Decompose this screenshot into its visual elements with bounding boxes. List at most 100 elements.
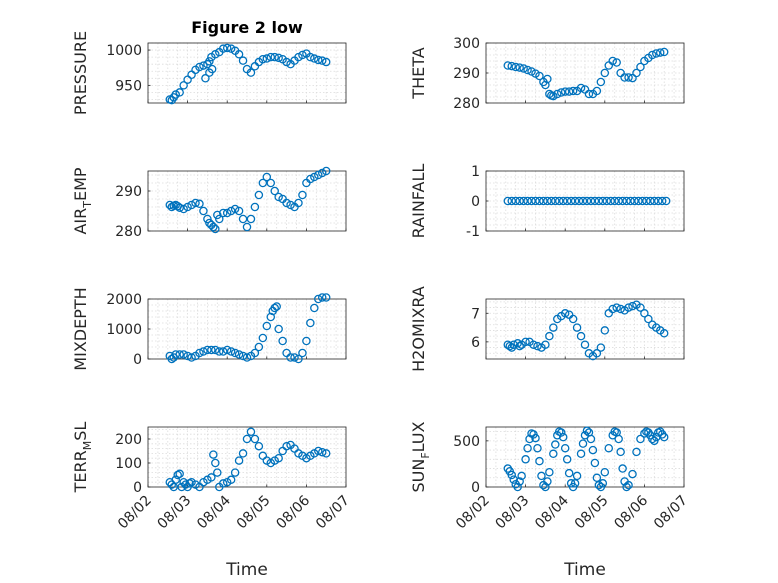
data-point (642, 196, 651, 206)
data-point (183, 351, 192, 361)
data-point (191, 198, 200, 208)
subplot-air_temp: 280 290 AIRTEMP (71, 166, 347, 240)
data-point (302, 336, 311, 346)
data-point (659, 432, 669, 442)
data-point (654, 196, 663, 206)
data-point (533, 341, 542, 351)
data-point (556, 428, 566, 437)
data-point (555, 196, 564, 206)
data-point (205, 57, 214, 66)
data-point (266, 312, 276, 322)
data-point (537, 471, 546, 481)
data-point (234, 350, 244, 359)
data-point (262, 321, 272, 331)
data-point (317, 447, 327, 457)
data-point (659, 47, 669, 57)
data-point (179, 81, 188, 90)
data-point (238, 214, 248, 224)
data-point (594, 480, 604, 490)
data-point (185, 479, 194, 488)
data-point (661, 196, 671, 206)
y-tick-label: 0 (471, 194, 480, 210)
data-point (234, 50, 244, 59)
data-point (211, 458, 220, 468)
data-point (578, 196, 588, 206)
data-point (610, 196, 619, 206)
data-point (294, 354, 303, 364)
data-point (199, 347, 208, 356)
data-point (590, 458, 600, 468)
data-point (648, 50, 657, 60)
data-point (314, 446, 323, 456)
data-point (608, 304, 617, 314)
data-point (507, 196, 516, 206)
y-tick-label: 0 (133, 480, 142, 496)
data-point (246, 427, 256, 437)
data-point (234, 206, 244, 216)
data-point (218, 208, 228, 218)
data-point (258, 333, 268, 343)
data-point (203, 214, 212, 224)
data-point (614, 434, 623, 444)
data-point (254, 441, 264, 451)
data-point (655, 48, 665, 57)
data-point (258, 54, 268, 64)
x-tick-label: 08/02 (453, 493, 493, 533)
data-point (187, 353, 196, 362)
data-point (551, 196, 560, 206)
x-tick-label: 08/06 (611, 492, 651, 532)
data-point (640, 309, 649, 318)
data-point (614, 196, 623, 206)
data-point (511, 196, 520, 206)
axes-box (147, 42, 347, 104)
data-point (250, 434, 260, 444)
data-point (246, 214, 256, 224)
data-point (602, 196, 612, 206)
data-point (511, 62, 520, 72)
data-point (242, 434, 252, 444)
data-point (521, 455, 530, 464)
data-point (250, 348, 260, 358)
data-point (270, 186, 279, 196)
y-label-part: LUX (409, 421, 428, 452)
data-point (314, 55, 323, 65)
data-point (600, 467, 610, 477)
data-point (507, 61, 516, 71)
y-axis-label: TERRMSL (71, 422, 94, 494)
data-point (578, 439, 588, 448)
data-point (274, 453, 283, 463)
data-point (652, 49, 661, 58)
data-point (274, 53, 283, 63)
data-point (551, 440, 560, 449)
data-point (238, 449, 248, 458)
y-label-subscript: T (81, 201, 94, 209)
data-point (622, 482, 631, 492)
x-tick-label: 08/04 (194, 492, 234, 532)
data-point (657, 196, 667, 206)
axes-box (485, 298, 685, 360)
chart-title: Figure 2 low (191, 18, 303, 37)
data-point (523, 196, 532, 206)
subplot-sun_flux: 0 500 08/02 08/03 08/04 08/05 08/06 08/07 Time SU… (409, 421, 691, 580)
y-label-part: SL (71, 422, 90, 441)
data-point (626, 196, 635, 206)
data-point (274, 324, 283, 334)
x-axis-label: Time (225, 560, 268, 580)
data-point (238, 56, 248, 65)
data-point (648, 434, 657, 444)
data-point (628, 469, 637, 479)
data-point (545, 331, 554, 341)
data-point (211, 345, 220, 355)
data-point (590, 196, 600, 206)
data-point (298, 50, 307, 60)
subplot-rainfall: -1 0 1 RAINFALL (409, 164, 685, 240)
data-point (282, 441, 291, 451)
y-tick-label: 0 (471, 480, 480, 496)
data-point (594, 196, 604, 206)
data-point (272, 302, 281, 311)
data-point (195, 62, 204, 72)
data-point (582, 426, 592, 435)
subplot-h2omixra: 6 7 H2OMIXRA (409, 286, 685, 372)
data-point (632, 68, 641, 78)
data-point (580, 340, 590, 349)
